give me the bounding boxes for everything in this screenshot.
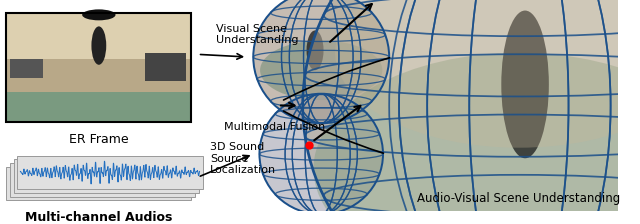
Text: Multi-channel Audios: Multi-channel Audios bbox=[25, 211, 173, 224]
Ellipse shape bbox=[82, 9, 115, 20]
Ellipse shape bbox=[92, 26, 106, 65]
Ellipse shape bbox=[260, 40, 382, 100]
FancyBboxPatch shape bbox=[17, 156, 203, 189]
Ellipse shape bbox=[501, 11, 549, 158]
Ellipse shape bbox=[253, 0, 389, 123]
FancyBboxPatch shape bbox=[6, 167, 191, 200]
Text: ER Frame: ER Frame bbox=[69, 133, 129, 146]
FancyBboxPatch shape bbox=[13, 159, 199, 193]
Ellipse shape bbox=[307, 30, 324, 70]
Text: Visual Scene
Understanding: Visual Scene Understanding bbox=[216, 24, 299, 45]
Ellipse shape bbox=[303, 0, 640, 224]
FancyBboxPatch shape bbox=[6, 13, 191, 122]
Text: Audio-Visual Scene Understanding: Audio-Visual Scene Understanding bbox=[417, 192, 621, 205]
Text: 3D Sound
Source
Localization: 3D Sound Source Localization bbox=[210, 142, 276, 175]
Text: Multimodal Fusion: Multimodal Fusion bbox=[224, 122, 326, 132]
FancyBboxPatch shape bbox=[6, 13, 191, 62]
FancyBboxPatch shape bbox=[145, 53, 186, 81]
Ellipse shape bbox=[314, 53, 640, 224]
FancyBboxPatch shape bbox=[10, 163, 195, 197]
FancyBboxPatch shape bbox=[6, 59, 191, 92]
Ellipse shape bbox=[335, 0, 640, 148]
Ellipse shape bbox=[259, 94, 383, 214]
FancyBboxPatch shape bbox=[10, 59, 44, 78]
FancyBboxPatch shape bbox=[6, 89, 191, 122]
